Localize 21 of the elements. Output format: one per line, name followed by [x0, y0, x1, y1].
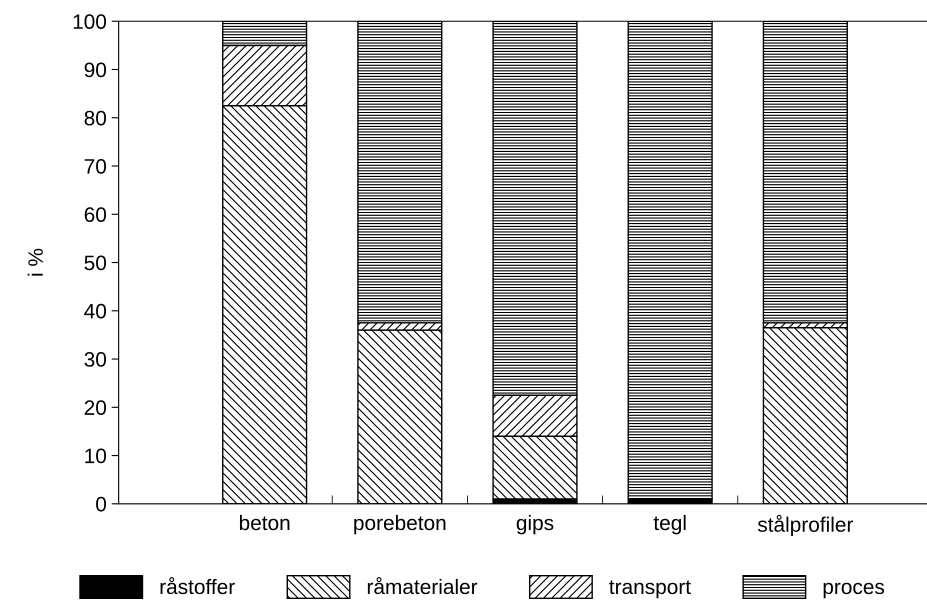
y-tick-label: 90 — [84, 62, 106, 78]
y-tick-label: 50 — [84, 256, 106, 270]
legend-label: transport — [609, 580, 691, 598]
x-tick-label: stålprofiler — [758, 514, 854, 536]
y-tick-label: 30 — [84, 352, 106, 367]
y-tick-label: 10 — [85, 448, 106, 464]
y-tick-label: 60 — [84, 207, 106, 222]
y-tick-label: 40 — [84, 304, 106, 319]
x-tick-label: gips — [516, 514, 554, 534]
legend-label: råmaterialer — [368, 577, 478, 594]
x-tick-label: tegl — [654, 514, 686, 534]
legend-label: proces — [824, 582, 884, 598]
y-axis-title: i % — [28, 248, 43, 276]
y-tick-label: 100 — [74, 14, 106, 29]
y-tick-label: 20 — [84, 400, 106, 416]
y-tick-label: 0 — [96, 496, 106, 512]
y-tick-label: 80 — [84, 110, 106, 126]
x-tick-label: porebeton — [354, 514, 446, 534]
y-tick-label: 70 — [84, 159, 106, 174]
x-tick-label: beton — [240, 514, 290, 530]
legend-label: råstoffer — [160, 577, 235, 594]
